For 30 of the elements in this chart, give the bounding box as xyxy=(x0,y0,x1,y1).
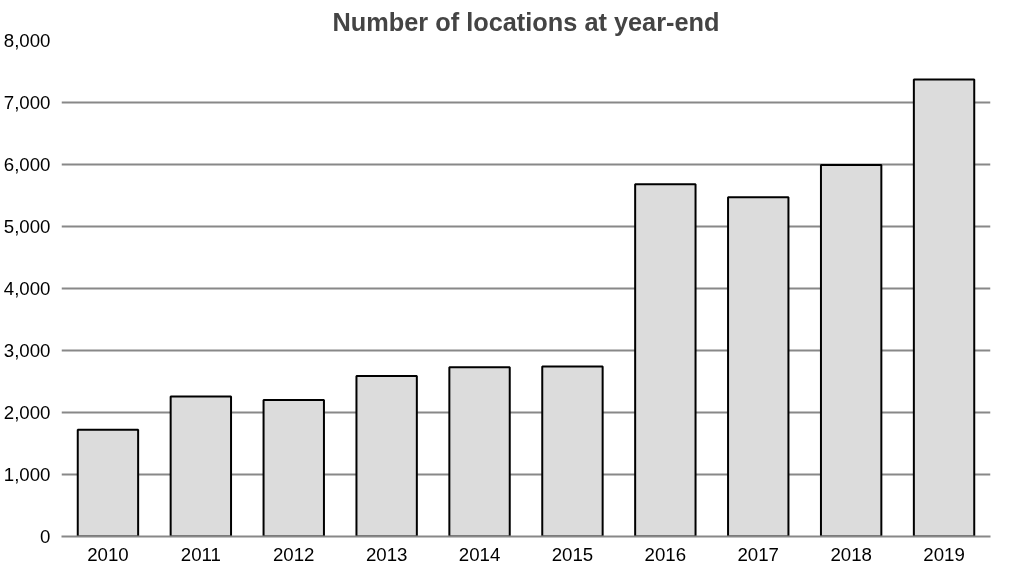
bar xyxy=(727,196,790,537)
x-tick-label: 2017 xyxy=(737,543,780,565)
bar xyxy=(634,183,697,537)
bar xyxy=(448,366,511,537)
y-tick-label: 6,000 xyxy=(3,154,51,175)
bar xyxy=(819,164,883,537)
x-tick-label: 2011 xyxy=(180,543,221,565)
y-tick-label: 3,000 xyxy=(3,340,51,361)
y-tick-label: 0 xyxy=(40,526,51,547)
bar xyxy=(76,428,140,537)
x-tick-label: 2010 xyxy=(87,543,129,565)
y-tick-label: 1,000 xyxy=(3,464,51,485)
y-tick-label: 8,000 xyxy=(3,30,51,51)
y-tick-label: 4,000 xyxy=(3,278,51,299)
x-tick-label: 2019 xyxy=(923,543,965,565)
bar xyxy=(912,78,976,537)
y-tick-label: 7,000 xyxy=(3,92,51,113)
chart-title: Number of locations at year-end xyxy=(332,7,720,36)
x-tick-label: 2015 xyxy=(551,543,594,565)
y-tick-label: 2,000 xyxy=(3,402,51,423)
x-tick-label: 2018 xyxy=(830,543,872,565)
bar xyxy=(262,399,325,537)
x-tick-label: 2014 xyxy=(458,543,501,565)
x-tick-label: 2016 xyxy=(644,543,687,565)
bar xyxy=(169,395,233,537)
x-tick-label: 2013 xyxy=(365,543,408,565)
bar xyxy=(541,365,604,537)
bar xyxy=(355,374,418,537)
y-tick-label: 5,000 xyxy=(3,216,51,237)
x-tick-label: 2012 xyxy=(273,543,315,565)
